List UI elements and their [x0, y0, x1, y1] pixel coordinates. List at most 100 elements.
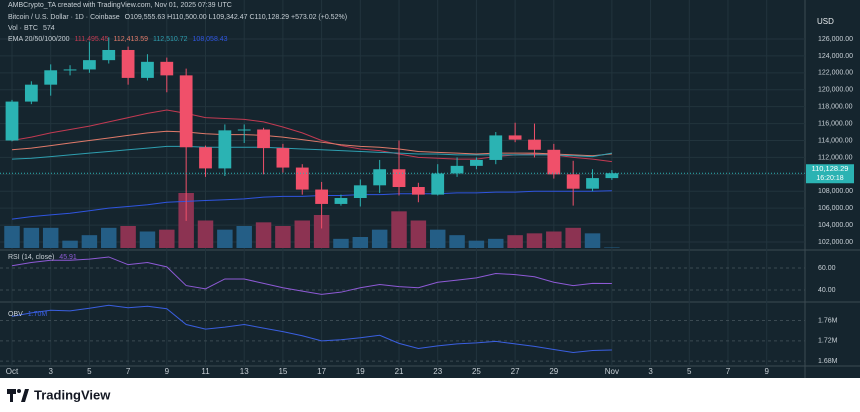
volume-bar: [429, 229, 446, 248]
countdown: 16:20:18: [816, 175, 843, 182]
x-tick-label: 7: [126, 367, 131, 376]
indicator-line: [11, 304, 612, 354]
symbol: Bitcoin / U.S. Dollar · 1D · Coinbase: [8, 14, 120, 21]
volume-bar: [410, 220, 427, 248]
candle-body: [431, 173, 445, 195]
candle-body: [160, 61, 174, 76]
candle-body: [315, 189, 328, 204]
candle-body: [121, 49, 135, 78]
x-tick-label: 5: [87, 367, 92, 376]
tradingview-logo: [7, 389, 29, 402]
symbol-legend: Bitcoin / U.S. Dollar · 1D · Coinbase O10…: [8, 14, 352, 21]
x-tick-label: 17: [317, 367, 326, 376]
ema-name: EMA 20/50/100/200: [8, 36, 70, 43]
volume-bar: [81, 235, 98, 248]
volume-bar: [565, 227, 581, 248]
volume-bar: [139, 231, 156, 248]
volume-bar: [62, 240, 78, 248]
candle-body: [353, 185, 367, 199]
volume-bar: [217, 229, 233, 248]
volume-bar: [507, 235, 523, 248]
y-tick-label: 104,000.00: [818, 222, 853, 229]
x-tick-label: 19: [356, 367, 365, 376]
x-tick-label: 25: [472, 367, 481, 376]
candle-body: [489, 135, 503, 160]
y-tick-label: 124,000.00: [818, 53, 853, 60]
candle-body: [528, 139, 541, 150]
volume-bar: [313, 215, 330, 248]
y-tick-label: 116,000.00: [818, 120, 853, 127]
x-tick-label: 5: [687, 367, 692, 376]
indicator-line: [11, 256, 612, 295]
candle-body: [586, 178, 599, 189]
candle-body: [411, 187, 425, 195]
volume-bar: [584, 233, 601, 248]
ohlc: O109,555.63 H110,500.00 L109,342.47 C110…: [124, 14, 348, 21]
y-tick-label: 118,000.00: [818, 104, 853, 111]
x-tick-label: 13: [240, 367, 249, 376]
x-tick-label: 29: [549, 367, 558, 376]
candle-body: [179, 75, 193, 148]
rsi-legend: RSI (14, close) 45.91: [8, 254, 82, 261]
brand: TradingView: [34, 387, 111, 402]
volume-bar: [197, 220, 214, 248]
candle-body: [83, 60, 96, 70]
volume-name: Vol · BTC: [8, 25, 38, 32]
rsi-value: 45.91: [59, 254, 77, 261]
x-tick-label: 3: [48, 367, 53, 376]
candle-body: [218, 130, 232, 169]
marks: [0, 37, 805, 354]
x-tick-label: 27: [511, 367, 520, 376]
ema-value: 112,413.59: [113, 36, 149, 43]
candle-body: [5, 101, 19, 141]
candle-body: [199, 147, 212, 169]
y-tick-label: 102,000.00: [818, 239, 853, 246]
last-price-tag: [806, 164, 854, 184]
candle-body: [44, 70, 58, 85]
y-tick-label: 40.00: [818, 287, 836, 294]
volume-bar: [352, 237, 369, 248]
y-tick-label: 120,000.00: [818, 87, 853, 94]
volume-last: 574: [42, 25, 55, 32]
volume-bar: [294, 220, 311, 248]
candle-body: [450, 165, 464, 174]
y-tick-label: 108,000.00: [818, 188, 853, 195]
volume-bar: [4, 226, 20, 248]
volume-bar: [42, 227, 59, 248]
x-tick-label: 3: [648, 367, 653, 376]
volume-bar: [333, 238, 349, 248]
ema-value: 111,495.45: [74, 36, 109, 43]
attribution: AMBCrypto_TA created with TradingView.co…: [8, 2, 237, 9]
y-tick-label: 122,000.00: [818, 70, 853, 77]
volume-bar: [526, 233, 543, 248]
ema-line: [11, 145, 612, 160]
x-tick-label: Nov: [605, 367, 619, 376]
x-tick-label: 21: [395, 367, 404, 376]
volume-bar: [120, 226, 136, 248]
candle-body: [566, 174, 580, 189]
candle-body: [102, 49, 116, 61]
x-tick-label: 11: [201, 367, 210, 376]
currency: USD: [817, 17, 834, 26]
volume-bar: [488, 238, 504, 248]
candle-body: [392, 169, 406, 188]
candle-body: [373, 169, 387, 186]
volume-bar: [159, 229, 175, 248]
ema-line: [11, 190, 612, 220]
y-tick-label: 60.00: [818, 265, 836, 272]
ema-value: 108,058.43: [192, 36, 228, 43]
x-tick-label: Oct: [6, 367, 19, 376]
last-price-label: 110,128.29: [812, 164, 849, 173]
candle-body: [141, 61, 154, 78]
y-tick-label: 1.72M: [818, 338, 838, 345]
volume-bar: [255, 222, 272, 248]
volume-bar: [23, 227, 40, 248]
ema-value: 112,510.72: [153, 36, 188, 43]
candle-body: [63, 69, 77, 71]
candle-body: [257, 129, 270, 149]
rsi-name: RSI (14, close): [8, 254, 55, 261]
candle-body: [508, 135, 522, 140]
y-tick-label: 106,000.00: [818, 205, 853, 212]
